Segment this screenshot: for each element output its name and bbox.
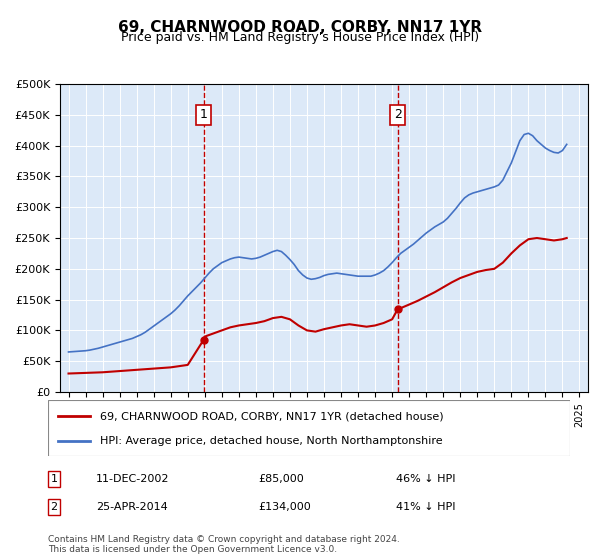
Text: HPI: Average price, detached house, North Northamptonshire: HPI: Average price, detached house, Nort… (100, 436, 443, 446)
Text: 2: 2 (50, 502, 58, 512)
Text: £134,000: £134,000 (258, 502, 311, 512)
FancyBboxPatch shape (48, 400, 570, 456)
Text: 69, CHARNWOOD ROAD, CORBY, NN17 1YR: 69, CHARNWOOD ROAD, CORBY, NN17 1YR (118, 20, 482, 35)
Text: Price paid vs. HM Land Registry's House Price Index (HPI): Price paid vs. HM Land Registry's House … (121, 31, 479, 44)
Text: 69, CHARNWOOD ROAD, CORBY, NN17 1YR (detached house): 69, CHARNWOOD ROAD, CORBY, NN17 1YR (det… (100, 411, 444, 421)
Text: £85,000: £85,000 (258, 474, 304, 484)
Text: Contains HM Land Registry data © Crown copyright and database right 2024.
This d: Contains HM Land Registry data © Crown c… (48, 535, 400, 554)
Text: 25-APR-2014: 25-APR-2014 (96, 502, 168, 512)
Text: 1: 1 (50, 474, 58, 484)
Text: 2: 2 (394, 108, 401, 122)
Text: 11-DEC-2002: 11-DEC-2002 (96, 474, 170, 484)
Text: 41% ↓ HPI: 41% ↓ HPI (396, 502, 455, 512)
Text: 46% ↓ HPI: 46% ↓ HPI (396, 474, 455, 484)
Text: 1: 1 (200, 108, 208, 122)
